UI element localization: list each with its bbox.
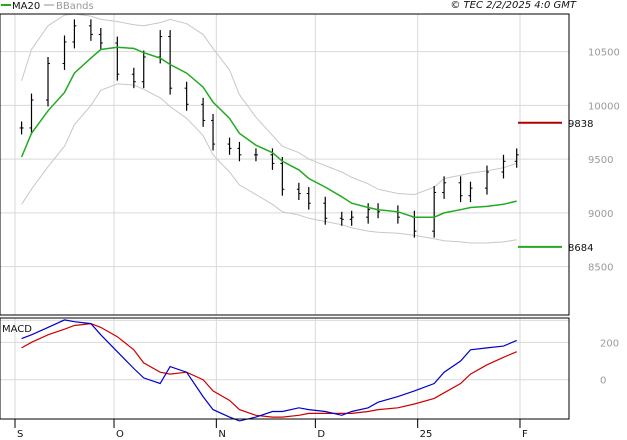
x-tick-label: 25	[420, 429, 433, 440]
x-tick-label: F	[522, 429, 528, 440]
source-stamp: © TEC 2/2/2025 4:0 GMT	[450, 0, 577, 11]
axes: 10500 10000 9500 9000 8500 200 0 S O N D 25 F	[14, 48, 620, 440]
macd-line	[21, 319, 517, 422]
macd-y-tick-label: 200	[600, 338, 619, 349]
bband-lower-line	[21, 83, 517, 244]
ma20-line	[20, 46, 517, 218]
price-panel-frame	[0, 13, 570, 316]
macd-grid	[0, 318, 569, 428]
price-bars	[19, 19, 519, 238]
macd-signal-line	[21, 322, 517, 418]
ma20-layer	[20, 46, 517, 218]
bollinger-bands	[21, 13, 517, 244]
price-y-tick-label: 10000	[588, 101, 620, 112]
x-tick-label: O	[116, 429, 124, 440]
price-y-tick-label: 9000	[588, 209, 613, 220]
price-levels: 9838 8684	[518, 119, 593, 254]
macd-panel-title: MACD	[2, 324, 32, 335]
x-tick-label: N	[218, 429, 225, 440]
price-y-tick-label: 10500	[588, 48, 620, 59]
macd-lines	[21, 319, 517, 422]
level-label: 8684	[568, 243, 593, 254]
price-y-tick-label: 8500	[588, 263, 613, 274]
macd-panel-frame	[0, 317, 570, 420]
price-y-tick-label: 9500	[588, 155, 613, 166]
bband-upper-line	[21, 13, 517, 196]
price-grid	[0, 14, 569, 321]
macd-y-tick-label: 0	[600, 376, 606, 387]
level-label: 9838	[568, 119, 593, 130]
ma-legend-label: MA20	[12, 1, 40, 12]
x-tick-label: D	[317, 429, 325, 440]
bbands-legend-label: BBands	[56, 1, 94, 12]
x-tick-label: S	[17, 429, 23, 440]
